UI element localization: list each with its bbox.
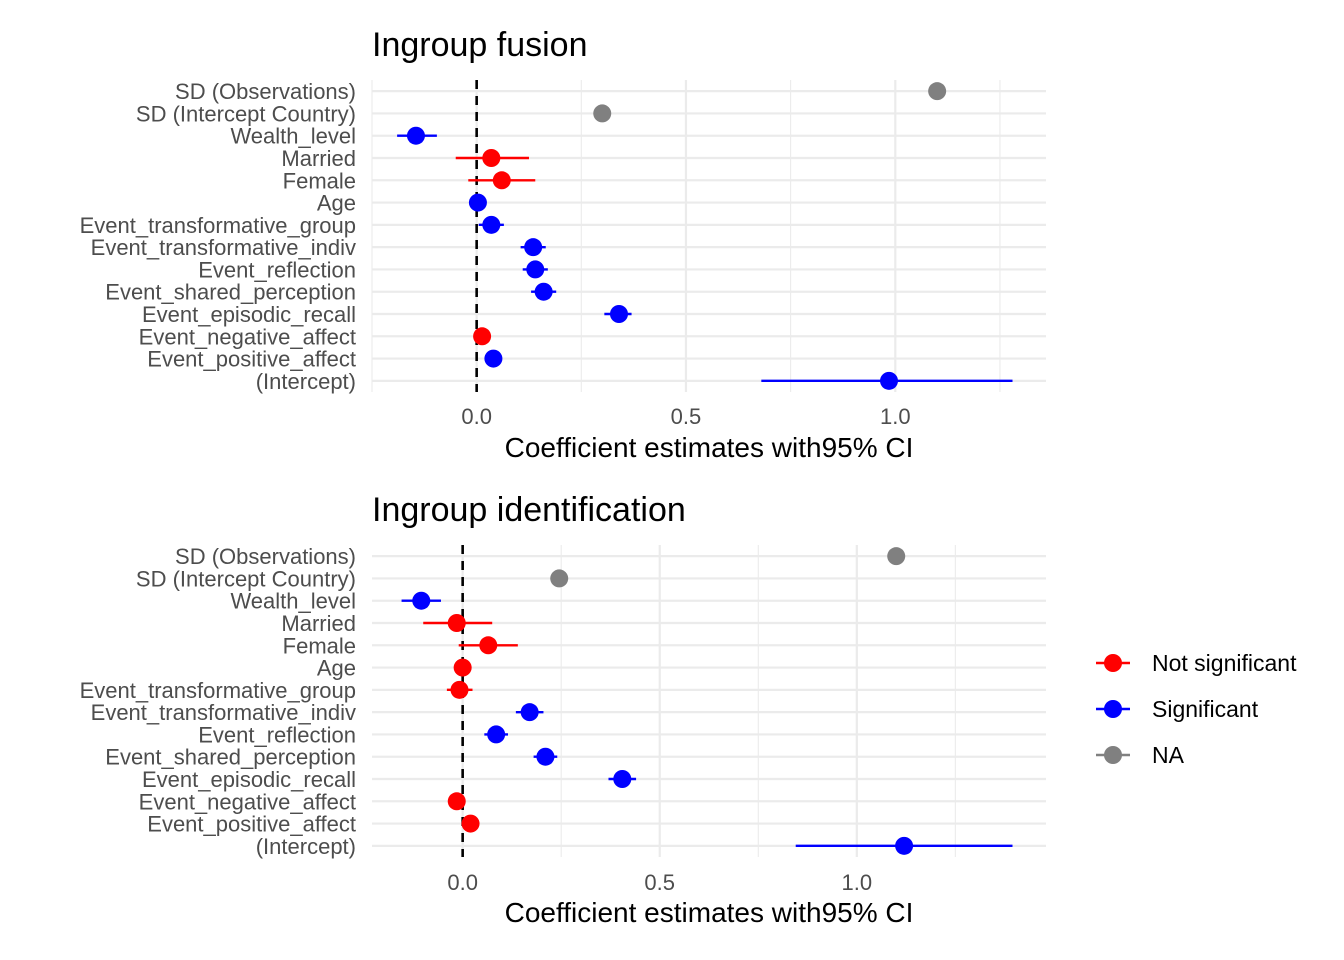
legend-key-point xyxy=(1104,700,1122,718)
estimate-point xyxy=(484,349,503,368)
y-tick-label: SD (Observations) xyxy=(175,79,356,104)
y-tick-label: Event_episodic_recall xyxy=(142,302,356,327)
estimate-point xyxy=(482,149,501,167)
y-tick-label: SD (Observations) xyxy=(175,544,356,569)
estimate-point xyxy=(453,658,472,677)
y-tick-label: Event_transformative_group xyxy=(80,678,356,703)
estimate-point xyxy=(461,814,480,833)
estimate-point xyxy=(450,680,469,699)
y-tick-label: Event_shared_perception xyxy=(105,280,356,305)
estimate-point xyxy=(492,171,511,190)
chart-title: Ingroup identification xyxy=(372,491,686,529)
y-tick-label: Event_episodic_recall xyxy=(142,767,356,792)
minor-gridlines xyxy=(371,80,1001,392)
x-axis-title: Coefficient estimates with95% CI xyxy=(505,897,914,928)
legend-item: NA xyxy=(1096,742,1185,768)
chart-panel-1: Ingroup fusion SD (Observations)SD (Inter… xyxy=(80,26,1046,463)
y-tick-label: Event_negative_affect xyxy=(139,789,356,814)
estimate-point xyxy=(468,193,487,212)
estimate-point xyxy=(613,770,632,788)
x-tick-label: 0.5 xyxy=(644,870,675,895)
y-tick-label: Female xyxy=(283,168,356,193)
y-tick-label: Event_reflection xyxy=(198,257,356,282)
y-tick-label: Event_positive_affect xyxy=(147,347,356,372)
estimate-point xyxy=(536,747,555,766)
minor-gridlines xyxy=(560,545,956,857)
estimate-point xyxy=(479,636,498,655)
x-tick-label: 1.0 xyxy=(842,870,873,895)
row-gridlines xyxy=(372,90,1046,382)
y-tick-label: Age xyxy=(317,191,356,216)
y-tick-label: Event_positive_affect xyxy=(147,812,356,837)
y-tick-label: Event_transformative_group xyxy=(80,213,356,238)
y-tick-label: Event_reflection xyxy=(198,722,356,747)
y-tick-label: Wealth_level xyxy=(230,124,356,149)
x-tick-label: 0.0 xyxy=(461,404,492,429)
estimate-point xyxy=(526,260,545,279)
estimate-point xyxy=(609,305,628,323)
estimate-point xyxy=(473,327,492,346)
estimate-point xyxy=(447,614,466,632)
estimate-point xyxy=(534,282,553,301)
y-tick-label: Event_negative_affect xyxy=(139,324,356,349)
estimate-point xyxy=(487,725,506,744)
x-tick-label: 0.0 xyxy=(447,870,478,895)
estimate-marks xyxy=(397,82,1013,390)
y-tick-label: (Intercept) xyxy=(256,834,356,859)
estimate-point xyxy=(447,792,466,811)
estimate-point xyxy=(880,371,899,390)
y-tick-label: Age xyxy=(317,656,356,681)
chart-panel-2: Ingroup identification SD (Observations)S… xyxy=(80,491,1046,928)
legend-key-point xyxy=(1104,654,1122,672)
y-tick-label: (Intercept) xyxy=(256,369,356,394)
x-axis-title: Coefficient estimates with95% CI xyxy=(505,432,914,463)
y-axis-labels: SD (Observations)SD (Intercept Country)W… xyxy=(80,544,356,859)
legend-label: Significant xyxy=(1152,696,1259,722)
x-axis-tick-labels: 0.0 0.5 1.0 xyxy=(447,870,872,895)
estimate-point xyxy=(412,591,431,610)
y-axis-labels: SD (Observations)SD (Intercept Country)W… xyxy=(80,79,356,394)
y-tick-label: Event_transformative_indiv xyxy=(91,235,356,260)
legend-label: NA xyxy=(1152,742,1185,768)
estimate-point xyxy=(928,82,947,101)
x-tick-label: 0.5 xyxy=(671,404,702,429)
legend-item: Not significant xyxy=(1096,650,1297,676)
y-tick-label: Event_transformative_indiv xyxy=(91,700,356,725)
estimate-point xyxy=(550,569,569,588)
y-tick-label: SD (Intercept Country) xyxy=(136,101,356,126)
row-gridlines xyxy=(372,555,1046,847)
legend-key-point xyxy=(1104,746,1122,764)
estimate-point xyxy=(895,836,914,855)
estimate-point xyxy=(520,703,539,722)
estimate-marks xyxy=(401,547,1013,855)
y-tick-label: Female xyxy=(283,633,356,658)
y-tick-label: Married xyxy=(281,611,356,636)
estimate-point xyxy=(406,126,425,145)
chart-title: Ingroup fusion xyxy=(372,26,588,64)
estimate-point xyxy=(593,104,612,123)
estimate-point xyxy=(524,238,543,257)
y-tick-label: SD (Intercept Country) xyxy=(136,566,356,591)
y-tick-label: Wealth_level xyxy=(230,589,356,614)
x-axis-tick-labels: 0.0 0.5 1.0 xyxy=(461,404,910,429)
estimate-point xyxy=(887,547,906,566)
legend-item: Significant xyxy=(1096,696,1259,722)
y-tick-label: Event_shared_perception xyxy=(105,745,356,770)
legend: Not significant Significant NA xyxy=(1096,650,1297,768)
estimate-point xyxy=(482,215,501,234)
x-tick-label: 1.0 xyxy=(880,404,911,429)
y-tick-label: Married xyxy=(281,146,356,171)
legend-label: Not significant xyxy=(1152,650,1297,676)
